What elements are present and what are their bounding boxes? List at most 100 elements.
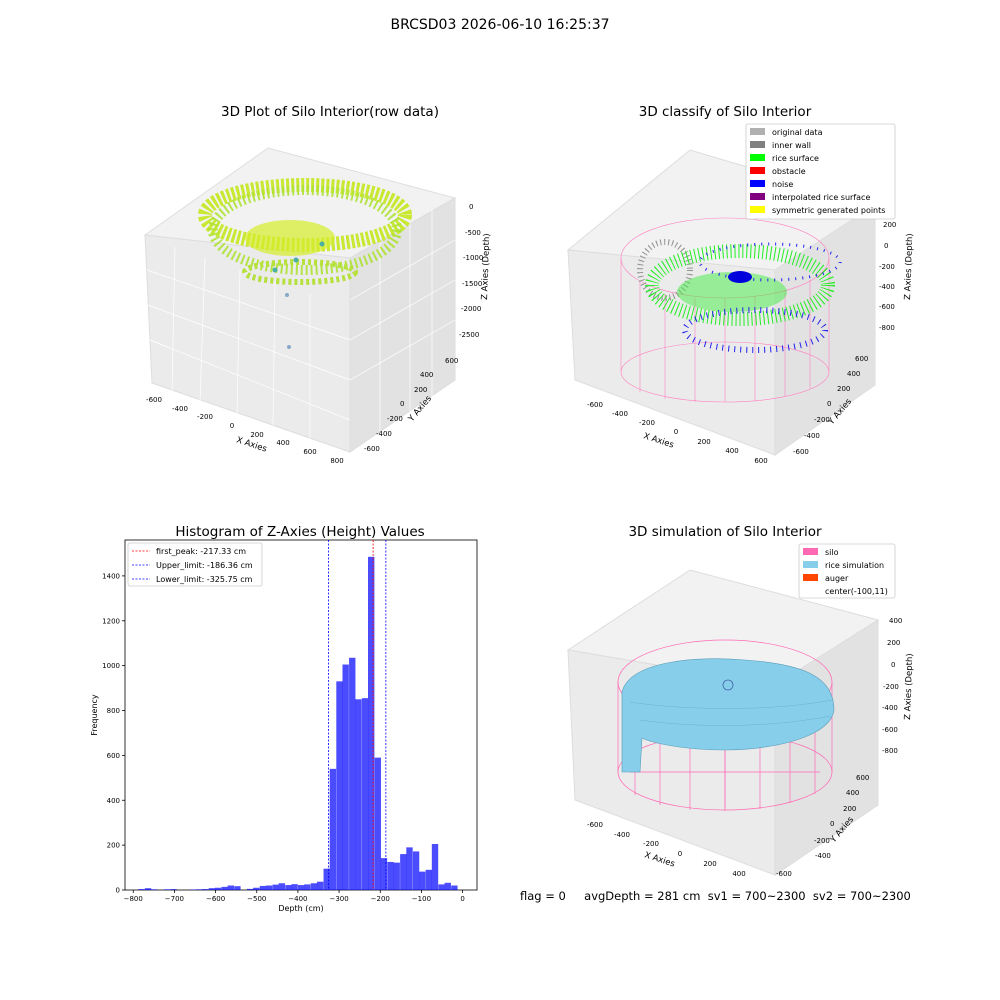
y-tick-label: 600 [107, 752, 120, 760]
z-tick: -2000 [461, 305, 481, 313]
legend-swatch-rice-surface [750, 154, 765, 161]
x-tick-label: −100 [412, 895, 431, 903]
histogram-bar [316, 881, 324, 890]
histogram-bar [208, 888, 216, 890]
z-tick: 0 [891, 661, 895, 669]
classify-z-ticks: 200 0 -200 -400 -600 -800 [879, 221, 896, 332]
x-tick: -200 [643, 840, 659, 848]
histogram-bar [349, 657, 356, 890]
histogram-bar [380, 858, 388, 890]
x-tick: -200 [639, 419, 655, 427]
simulation-rice-surface [621, 658, 835, 773]
histogram-bar [444, 882, 451, 890]
z-tick: -600 [882, 726, 898, 734]
legend-label: silo [825, 548, 839, 557]
x-tick: 0 [230, 422, 234, 430]
x-tick-label: −700 [165, 895, 184, 903]
z-tick: -500 [465, 229, 481, 237]
z-tick: -200 [879, 263, 895, 271]
raw-3d-plot: -600 -400 -200 0 200 400 600 800 X Axies… [143, 147, 492, 465]
y-tick: -600 [793, 448, 809, 456]
histogram-bar [151, 889, 158, 890]
y-tick-label: 1000 [102, 662, 120, 670]
histogram-bar [387, 861, 394, 890]
histogram-bar [227, 885, 234, 890]
legend-label: first_peak: -217.33 cm [156, 547, 246, 556]
flag-text: flag = 0 [520, 889, 566, 903]
legend-label: auger [825, 574, 849, 583]
y-tick: 600 [856, 774, 869, 782]
histogram-bar [451, 885, 458, 890]
x-tick: 400 [732, 870, 745, 878]
classify-3d-plot: original data inner wall rice surface ob… [566, 123, 915, 465]
raw-z-label: Z Axies (Depth) [480, 233, 492, 300]
histogram-y-label: Frequency [90, 694, 99, 736]
raw-y-ticks: -600 -400 -200 0 200 400 600 [364, 357, 458, 453]
x-tick-label: −500 [247, 895, 266, 903]
x-tick: -600 [146, 396, 162, 404]
histogram-x-label: Depth (cm) [278, 904, 323, 913]
x-tick: 800 [330, 457, 343, 465]
y-tick-label: 200 [107, 842, 120, 850]
simulation-x-label: X Axies [643, 850, 676, 869]
y-tick: -600 [776, 870, 792, 878]
simulation-3d-plot: silo rice simulation auger center(-100,1… [566, 543, 915, 878]
z-tick: -600 [879, 303, 895, 311]
histogram-bar [355, 699, 362, 890]
x-tick: -400 [172, 405, 188, 413]
z-tick: -800 [879, 324, 895, 332]
x-tick: -400 [614, 831, 630, 839]
legend-label: original data [772, 128, 823, 137]
histogram-bar [419, 871, 426, 890]
histogram-bar [425, 869, 433, 890]
histogram-bar [361, 698, 369, 890]
classify-point-cloud [637, 239, 842, 353]
x-tick-label: −200 [371, 895, 390, 903]
histogram-bar [431, 844, 439, 890]
classify-panel-title: 3D classify of Silo Interior [638, 104, 812, 120]
z-tick: 0 [469, 203, 473, 211]
z-tick: 0 [884, 242, 888, 250]
histogram-y-ticks: 0 200 400 600 800 1000 1200 1400 [102, 572, 125, 895]
x-tick: 600 [754, 457, 767, 465]
z-tick: -200 [883, 683, 899, 691]
x-tick-label: −300 [329, 895, 348, 903]
y-tick-label: 0 [116, 887, 120, 895]
y-tick: -200 [387, 415, 403, 423]
y-tick: -600 [364, 445, 380, 453]
z-tick: -400 [879, 283, 895, 291]
y-tick: 0 [827, 400, 831, 408]
classify-legend: original data inner wall rice surface ob… [745, 123, 896, 220]
x-tick: -600 [587, 821, 603, 829]
simulation-panel-title: 3D simulation of Silo Interior [628, 524, 822, 540]
x-tick-label: −400 [288, 895, 307, 903]
legend-swatch-noise [750, 180, 765, 187]
histogram-bar [304, 884, 311, 890]
histogram-plot-area [124, 539, 478, 891]
x-tick: 200 [697, 438, 710, 446]
classify-x-ticks: -600 -400 -200 0 200 400 600 [587, 401, 768, 465]
histogram-bar [368, 556, 375, 890]
histogram-bar [259, 885, 267, 890]
histogram-bar [278, 883, 286, 890]
z-tick: 400 [889, 617, 902, 625]
x-tick-label: −600 [206, 895, 225, 903]
figure-title: BRCSD03 2026-06-10 16:25:37 [390, 17, 610, 33]
legend-swatch-symmetric [750, 206, 765, 213]
raw-z-ticks: 0 -500 -1000 -1500 -2000 -2500 [459, 203, 483, 339]
legend-label: symmetric generated points [772, 206, 885, 215]
simulation-x-ticks: -600 -400 -200 0 200 400 [587, 821, 746, 878]
legend-label: inner wall [772, 141, 811, 150]
raw-panel-title: 3D Plot of Silo Interior(row data) [221, 104, 439, 120]
x-tick: 200 [250, 431, 263, 439]
x-tick-label: −800 [124, 895, 143, 903]
histogram-legend: first_peak: -217.33 cm Upper_limit: -186… [127, 542, 263, 587]
x-tick: -200 [197, 413, 213, 421]
legend-label: rice simulation [825, 561, 884, 570]
y-tick: -400 [804, 432, 820, 440]
histogram-bar [195, 889, 203, 890]
histogram-bar [310, 883, 318, 890]
histogram-bar [438, 884, 445, 890]
histogram-bar [234, 886, 241, 890]
histogram-bar [138, 889, 145, 890]
